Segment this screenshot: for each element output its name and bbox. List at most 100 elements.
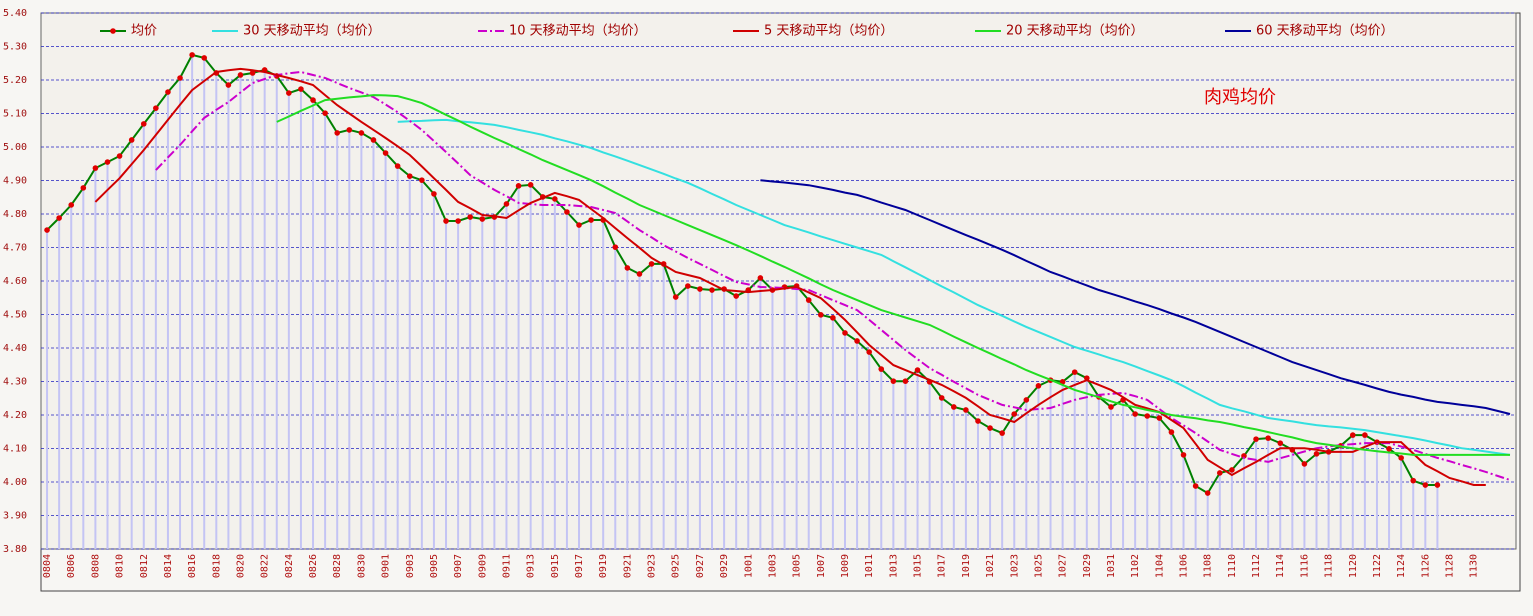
bar [203,57,206,549]
point [733,293,739,299]
bar [493,217,496,549]
bar [1001,433,1004,549]
point [685,283,691,289]
point [394,163,401,169]
x-tick-label: 1021 [985,554,996,578]
bar [191,54,194,549]
bar [553,198,556,550]
annotation: 肉鸡均价 [1204,87,1276,108]
x-tick-label: 1102 [1130,554,1141,578]
bar [299,89,302,550]
x-tick-label: 1015 [913,554,924,578]
bar [408,176,411,549]
bar [602,220,605,549]
point [636,271,643,277]
point [1144,413,1151,419]
point [805,297,812,303]
x-tick-label: 0907 [453,554,464,578]
x-tick-label: 0808 [90,554,101,578]
bar [638,273,641,549]
point [1216,470,1223,476]
bar [1170,432,1173,549]
bar [1388,448,1391,549]
bar [735,296,738,549]
point [842,330,848,336]
bar [1315,453,1318,549]
point [1398,455,1404,461]
bar [964,409,967,549]
bar [1375,442,1378,549]
point [515,183,522,189]
point [1192,483,1199,489]
y-tick-label: 5.00 [3,142,27,153]
x-tick-label: 0818 [211,554,222,578]
point [818,312,824,318]
y-tick-label: 4.00 [3,477,27,488]
bar [505,203,508,549]
x-tick-label: 1122 [1372,554,1383,578]
point [1083,375,1090,381]
point [902,378,909,384]
point [672,294,679,300]
point [334,130,341,136]
x-tick-label: 1126 [1420,554,1431,578]
point [564,209,570,215]
point [310,97,316,103]
y-tick-label: 4.30 [3,377,27,388]
point [1349,432,1356,438]
bar [880,369,883,549]
bar [711,290,714,549]
bar [674,297,677,549]
bar [336,132,339,549]
x-tick-label: 0820 [235,554,246,578]
bar [940,397,943,549]
series-line [760,179,1511,415]
point [987,425,993,431]
bar [287,93,290,549]
y-tick-label: 4.60 [3,276,27,287]
bar [445,221,448,549]
point [576,222,582,228]
point [225,82,232,88]
bar [1097,396,1100,549]
bar [106,162,109,549]
x-tick-label: 1003 [767,554,778,578]
x-tick-label: 1011 [864,554,875,578]
bar [698,289,701,549]
point [406,173,413,179]
x-tick-label: 1007 [816,554,827,578]
point [1035,383,1042,389]
point [830,315,836,321]
bar [952,406,955,549]
bar [529,184,532,550]
x-tick-label: 0911 [501,554,512,578]
bar [1351,435,1354,549]
x-tick-label: 1106 [1179,554,1190,578]
point [419,177,425,183]
bar [1339,445,1342,549]
legend-label: 10 天移动平均（均价） [509,24,647,39]
point [1265,435,1271,441]
plot: 5.40 5.30 5.20 5.10 5.00 4.90 4.80 4.70 4.60 4.50… [3,8,1516,578]
point [370,137,377,143]
point [1108,404,1114,410]
x-tick-label: 0804 [42,554,53,578]
bar [166,92,169,549]
point [854,338,860,344]
bar [1122,399,1125,549]
bar [154,108,157,549]
bar [662,263,665,549]
point [92,165,99,171]
bar [130,139,133,549]
bar [239,74,242,549]
point [322,110,328,116]
point [201,55,208,61]
y-tick-label: 4.80 [3,209,27,220]
point [1277,440,1284,446]
bar [904,381,907,549]
bar [46,230,49,549]
point [963,407,969,413]
point [878,366,885,372]
bar [1279,443,1282,549]
